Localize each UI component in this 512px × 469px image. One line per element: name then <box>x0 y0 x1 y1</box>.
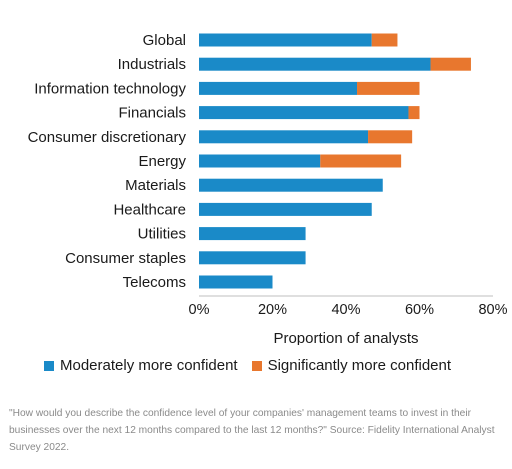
category-label-energy: Energy <box>138 153 186 170</box>
legend-swatch-moderately <box>44 360 54 371</box>
bar-consumer-discretionary-moderately <box>199 130 369 144</box>
category-label-healthcare: Healthcare <box>113 201 186 218</box>
bar-industrials-moderately <box>199 57 431 71</box>
bar-consumer-staples-moderately <box>199 251 306 265</box>
bar-financials-moderately <box>199 106 409 120</box>
x-tick-4: 80% <box>478 302 507 318</box>
bar-industrials-significantly <box>430 57 471 71</box>
category-labels: Global Industrials Information technology F… <box>28 32 187 291</box>
legend-item-significantly: Significantly more confident <box>251 357 452 374</box>
bar-energy-moderately <box>199 154 321 168</box>
category-label-telecoms: Telecoms <box>123 274 186 291</box>
stacked-bar-chart: Global Industrials Information technology F… <box>28 32 508 345</box>
bar-information-technology-significantly <box>357 81 420 95</box>
bar-healthcare-moderately <box>199 202 372 216</box>
x-tick-3: 60% <box>405 302 434 318</box>
x-axis-label: Proportion of analysts <box>273 330 418 345</box>
x-tick-0: 0% <box>189 302 210 318</box>
bar-global-moderately <box>199 33 372 47</box>
bar-consumer-discretionary-significantly <box>368 130 413 144</box>
category-label-industrials: Industrials <box>118 56 186 73</box>
bar-materials-moderately <box>199 178 383 192</box>
category-label-materials: Materials <box>125 177 186 194</box>
bar-global-significantly <box>371 33 398 47</box>
source-note: "How would you describe the confidence l… <box>9 408 495 453</box>
x-tick-1: 20% <box>258 302 287 318</box>
category-label-information-technology: Information technology <box>34 80 186 97</box>
category-label-global: Global <box>143 32 186 49</box>
bar-energy-significantly <box>320 154 402 168</box>
bar-telecoms-moderately <box>199 275 273 289</box>
bars <box>199 33 471 289</box>
legend-label-moderately: Moderately more confident <box>60 357 238 374</box>
category-label-utilities: Utilities <box>138 226 186 243</box>
legend-swatch-significantly <box>251 360 262 371</box>
category-label-consumer-discretionary: Consumer discretionary <box>28 129 187 146</box>
category-label-consumer-staples: Consumer staples <box>65 250 186 267</box>
bar-financials-significantly <box>408 106 420 120</box>
legend-item-moderately: Moderately more confident <box>44 357 238 374</box>
bar-utilities-moderately <box>199 227 306 241</box>
legend: Moderately more confident Significantly … <box>44 357 465 374</box>
legend-label-significantly: Significantly more confident <box>267 357 452 374</box>
x-tick-labels: 0% 20% 40% 60% 80% <box>189 302 508 318</box>
x-tick-2: 40% <box>331 302 360 318</box>
category-label-financials: Financials <box>118 105 186 122</box>
bar-information-technology-moderately <box>199 81 358 95</box>
